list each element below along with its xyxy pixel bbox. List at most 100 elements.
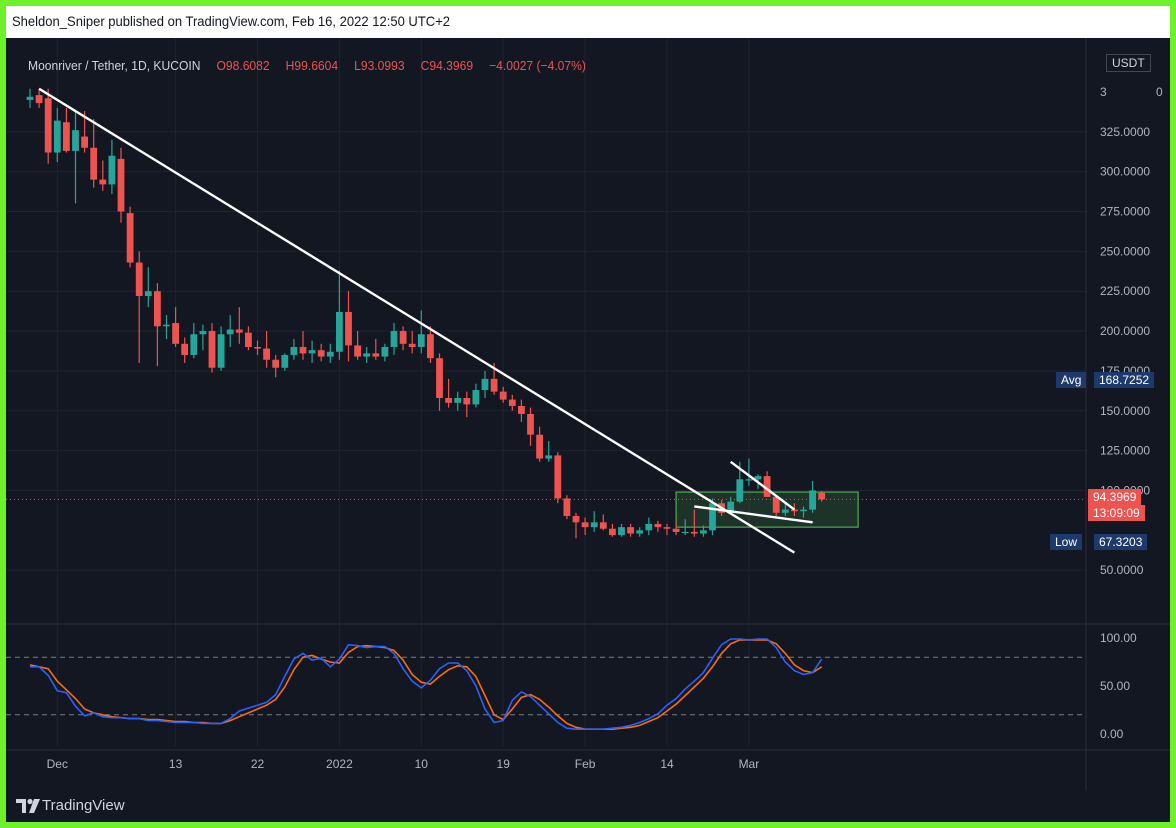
- candle-body: [609, 528, 616, 536]
- time-axis-label: Dec: [47, 757, 68, 771]
- candle-body: [226, 329, 234, 335]
- legend-high: H99.6604: [285, 58, 339, 73]
- candle-body: [326, 351, 334, 357]
- candle-body: [445, 398, 452, 403]
- candle-body: [791, 509, 798, 512]
- currency-badge: USDT: [1106, 54, 1151, 72]
- price-axis-label: 250.0000: [1100, 244, 1150, 258]
- candle-body: [281, 354, 289, 368]
- candle-body: [627, 527, 634, 534]
- countdown-tag: 13:09:09: [1088, 505, 1145, 522]
- time-axis-label: 22: [251, 757, 265, 771]
- candle-body: [736, 479, 744, 502]
- candle-body: [581, 522, 589, 528]
- candle-body: [208, 331, 216, 368]
- candle-body: [172, 323, 179, 344]
- candle-body: [554, 455, 562, 499]
- legend-low: L93.0993: [354, 58, 405, 73]
- price-axis-top-label: 3: [1100, 85, 1107, 99]
- candle-body: [354, 345, 361, 357]
- candle-body: [317, 350, 325, 357]
- price-axis-top-label-tail: 0: [1156, 85, 1163, 99]
- candle-body: [245, 332, 252, 347]
- candle-body: [690, 531, 698, 534]
- candle-body: [518, 405, 525, 414]
- trendline-main[interactable]: [38, 87, 796, 554]
- stoch-k-line: [30, 638, 823, 731]
- symbol-name: Moonriver / Tether, 1D, KUCOIN: [28, 58, 201, 73]
- axes: 325.0000 300.0000 275.0000 250.0000 225.0000…: [47, 85, 1163, 771]
- candle-body: [417, 334, 425, 347]
- candle-body: [754, 476, 762, 480]
- candle-body: [336, 311, 343, 352]
- time-axis-label: 13: [169, 757, 183, 771]
- footer-bar: TradingView: [6, 790, 1170, 822]
- candle-body: [472, 390, 480, 405]
- candle-body: [53, 120, 61, 153]
- candle-body: [363, 353, 371, 357]
- candle-body: [727, 501, 735, 513]
- avg-value-tag: 168.7252: [1094, 371, 1155, 388]
- candle-body: [590, 522, 598, 528]
- candles: [26, 88, 826, 539]
- candle-body: [645, 523, 653, 531]
- candle-body: [818, 492, 826, 500]
- candle-body: [809, 490, 816, 510]
- candle-body: [454, 398, 462, 403]
- candle-body: [181, 343, 189, 355]
- candle-body: [399, 331, 407, 344]
- candle-body: [700, 530, 707, 534]
- time-axis-label: Mar: [739, 757, 760, 771]
- candle-body: [108, 155, 116, 185]
- trendline-flag-top[interactable]: [729, 460, 796, 511]
- candle-body: [481, 378, 489, 391]
- candle-body: [163, 324, 170, 327]
- candle-body: [135, 262, 143, 296]
- price-axis-label: 125.0000: [1100, 444, 1150, 458]
- candle-body: [126, 213, 134, 263]
- candle-body: [654, 523, 662, 528]
- candle-body: [99, 179, 107, 185]
- candle-body: [263, 348, 270, 360]
- candle-body: [299, 347, 307, 354]
- trendline-flag-bottom[interactable]: [694, 505, 813, 524]
- chart-area[interactable]: 325.0000 300.0000 275.0000 250.0000 225.0000…: [6, 38, 1170, 790]
- candle-body: [63, 122, 70, 151]
- candle-body: [254, 347, 261, 349]
- annotations-back: [6, 491, 1086, 528]
- candle-body: [800, 509, 807, 512]
- stoch-axis-label: 0.00: [1100, 727, 1124, 741]
- candle-body: [372, 353, 380, 357]
- stoch-axis-label: 100.00: [1100, 631, 1137, 645]
- price-axis-label: 325.0000: [1100, 125, 1150, 139]
- candle-body: [81, 136, 88, 148]
- candle-body: [681, 531, 689, 534]
- candle-body: [154, 291, 161, 327]
- price-axis-label: 50.0000: [1100, 563, 1144, 577]
- candle-body: [545, 455, 553, 459]
- price-axis-label: 150.0000: [1100, 404, 1150, 418]
- candle-body: [599, 522, 607, 529]
- chart-svg[interactable]: 325.0000 300.0000 275.0000 250.0000 225.0000…: [6, 38, 1170, 790]
- drawing-annotations[interactable]: [38, 87, 813, 554]
- candle-body: [427, 334, 434, 359]
- low-value-tag: 67.3203: [1094, 533, 1148, 550]
- candle-body: [199, 331, 207, 335]
- time-axis-label: 14: [660, 757, 674, 771]
- candle-body: [636, 530, 644, 534]
- time-axis-label: 19: [497, 757, 511, 771]
- candle-body: [117, 158, 125, 212]
- candle-body: [290, 347, 298, 355]
- candle-body: [463, 398, 471, 405]
- candle-body: [35, 95, 43, 104]
- price-axis-label: 225.0000: [1100, 284, 1150, 298]
- candle-body: [26, 96, 34, 100]
- low-label-tag: Low: [1050, 533, 1083, 550]
- candle-body: [508, 399, 516, 406]
- avg-label-tag: Avg: [1056, 371, 1087, 388]
- candle-body: [709, 503, 716, 531]
- legend-close: C94.3969: [420, 58, 474, 73]
- candle-body: [436, 358, 443, 399]
- candle-body: [345, 311, 352, 346]
- tradingview-logo-icon: [16, 798, 40, 813]
